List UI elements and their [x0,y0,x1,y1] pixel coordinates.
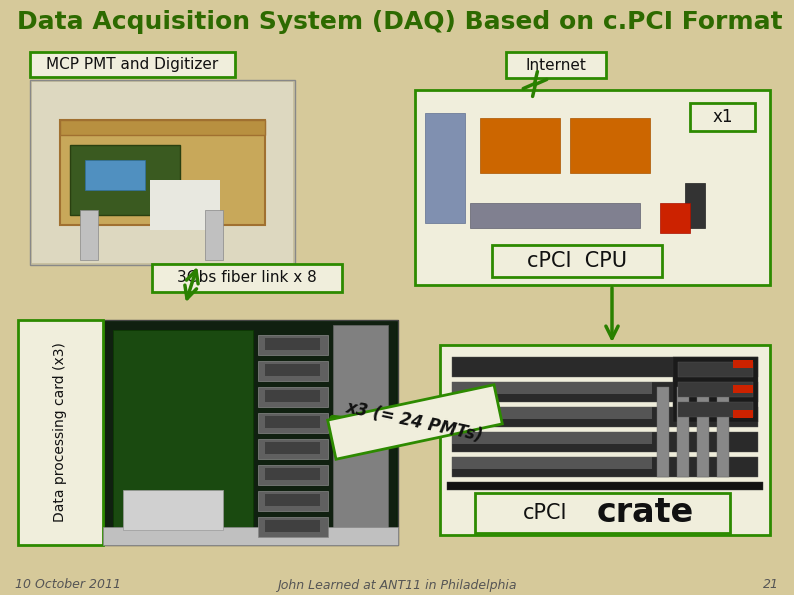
Bar [475,493,730,533]
Bar [70,145,180,215]
Bar [452,457,758,477]
Bar [103,527,398,545]
FancyBboxPatch shape [328,385,503,459]
Bar [105,322,396,543]
Bar [265,338,320,350]
Bar [415,90,770,285]
Bar [265,468,320,480]
Bar [420,103,680,233]
Bar [717,387,729,477]
Bar [152,264,342,292]
Text: crate: crate [596,496,694,530]
Bar [660,203,690,233]
Bar [425,108,675,228]
Bar [452,382,758,402]
Bar [258,361,328,381]
Bar [113,330,253,535]
Bar [733,385,753,393]
Bar [265,364,320,376]
Bar [452,357,758,377]
Bar [80,210,98,260]
Bar [30,52,235,77]
Bar [690,103,755,131]
Text: Data processing card (x3): Data processing card (x3) [53,343,67,522]
Bar [678,382,753,397]
Text: Internet: Internet [526,58,587,73]
Bar [333,325,388,540]
Bar [265,494,320,506]
Bar [440,345,770,535]
Bar [30,80,295,265]
Bar [470,203,640,228]
Bar [452,407,758,427]
Bar [492,245,662,277]
Text: x3 (= 24 PMTs): x3 (= 24 PMTs) [345,399,485,445]
Bar [258,517,328,537]
Bar [258,491,328,511]
Bar [265,390,320,402]
Bar [265,520,320,532]
Bar [452,432,758,452]
Bar [506,52,606,78]
Bar [258,465,328,485]
Bar [205,210,223,260]
Bar [673,357,758,422]
Bar [733,410,753,418]
Bar [570,118,650,173]
Bar [480,118,560,173]
Bar [452,407,652,419]
Text: cPCI  CPU: cPCI CPU [527,251,627,271]
Bar [265,442,320,454]
Bar [18,320,103,545]
Bar [678,362,753,377]
Text: Data Acquisition System (DAQ) Based on c.PCI Format: Data Acquisition System (DAQ) Based on c… [17,10,783,34]
Bar [32,82,293,263]
Bar [123,490,223,530]
Bar [447,352,763,482]
Bar [657,387,669,477]
Bar [425,113,465,223]
Bar [452,432,652,444]
Text: 10 October 2011: 10 October 2011 [15,578,121,591]
Text: 3Gbs fiber link x 8: 3Gbs fiber link x 8 [177,271,317,286]
Bar [452,457,652,469]
Bar [697,387,709,477]
Bar [258,413,328,433]
Bar [447,482,763,490]
Text: x1: x1 [712,108,733,126]
Bar [60,120,265,225]
Text: cPCI: cPCI [522,503,567,523]
Bar [265,416,320,428]
Text: 21: 21 [763,578,779,591]
Bar [452,382,652,394]
Bar [85,160,145,190]
Bar [258,335,328,355]
Text: MCP PMT and Digitizer: MCP PMT and Digitizer [46,57,218,72]
Bar [103,320,398,545]
Bar [677,387,689,477]
Text: John Learned at ANT11 in Philadelphia: John Learned at ANT11 in Philadelphia [277,578,517,591]
Bar [678,402,753,417]
Bar [733,360,753,368]
Bar [258,439,328,459]
Bar [258,387,328,407]
Bar [685,183,705,228]
Bar [150,180,220,230]
Bar [60,120,265,135]
